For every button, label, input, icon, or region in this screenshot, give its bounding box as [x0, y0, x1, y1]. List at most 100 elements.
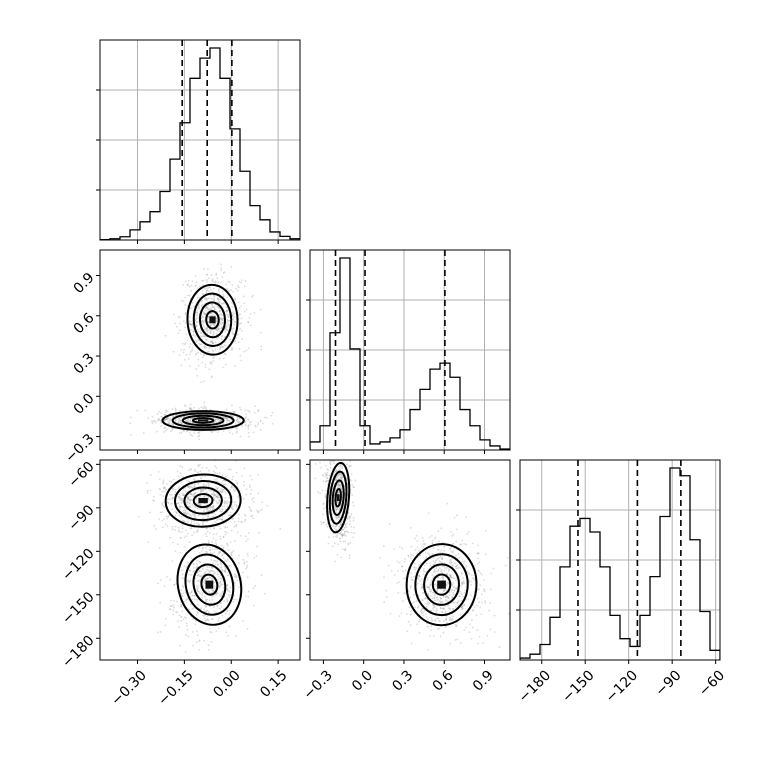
- sample-point: [452, 577, 455, 580]
- sample-point: [226, 598, 229, 600]
- sample-point: [448, 604, 450, 607]
- sample-point: [223, 570, 226, 573]
- sample-point: [341, 476, 344, 479]
- sample-point: [204, 598, 207, 601]
- sample-point: [324, 480, 327, 483]
- sample-point: [432, 609, 435, 611]
- sample-point: [193, 479, 196, 481]
- sample-point: [220, 566, 223, 568]
- sample-point: [352, 486, 355, 489]
- sample-point: [197, 435, 200, 438]
- sample-point: [186, 564, 188, 567]
- sample-point: [198, 570, 200, 573]
- sample-point: [419, 579, 422, 582]
- sample-point: [479, 584, 482, 587]
- sample-point: [184, 634, 187, 636]
- sample-point: [455, 565, 458, 568]
- sample-point: [179, 497, 181, 500]
- sample-point: [422, 573, 425, 576]
- sample-point: [463, 543, 466, 545]
- sample-point: [209, 507, 212, 510]
- sample-point: [221, 314, 224, 317]
- sample-point: [190, 527, 193, 529]
- sample-point: [201, 549, 203, 552]
- sample-point: [202, 488, 205, 490]
- sample-point: [458, 556, 461, 559]
- sample-point: [184, 343, 187, 346]
- sample-point: [422, 568, 425, 570]
- sample-point: [211, 340, 214, 343]
- sample-point: [171, 560, 174, 563]
- sample-point: [209, 516, 211, 519]
- sample-point: [207, 577, 209, 580]
- sample-point: [245, 566, 248, 568]
- sample-point: [214, 587, 216, 590]
- sample-point: [325, 477, 328, 480]
- sample-point: [223, 491, 226, 494]
- sample-point: [205, 327, 208, 330]
- sample-point: [441, 557, 444, 560]
- sample-point: [210, 559, 213, 561]
- sample-point: [465, 543, 468, 546]
- sample-point: [448, 607, 451, 610]
- sample-point: [218, 301, 221, 304]
- sample-point: [222, 430, 225, 433]
- sample-point: [326, 525, 329, 528]
- sample-point: [455, 601, 458, 604]
- sample-point: [200, 489, 202, 492]
- sample-point: [220, 327, 223, 330]
- sample-point: [184, 419, 187, 422]
- sample-point: [216, 578, 219, 581]
- sample-point: [341, 528, 344, 531]
- sample-point: [184, 322, 187, 324]
- sample-point: [197, 546, 200, 549]
- sample-point: [443, 561, 446, 564]
- sample-point: [159, 601, 162, 604]
- sample-point: [460, 606, 463, 609]
- sample-point: [212, 537, 215, 540]
- sample-point: [461, 560, 464, 563]
- sample-point: [170, 480, 173, 483]
- sample-point: [224, 327, 227, 330]
- sample-point: [257, 511, 260, 514]
- sample-point: [249, 474, 252, 477]
- sample-point: [216, 487, 219, 490]
- sample-point: [146, 482, 149, 484]
- sample-point: [182, 618, 185, 621]
- sample-point: [322, 474, 325, 477]
- sample-point: [338, 525, 341, 528]
- sample-point: [191, 280, 194, 282]
- sample-point: [195, 309, 198, 312]
- sample-point: [464, 560, 466, 563]
- sample-point: [249, 313, 252, 315]
- sample-point: [161, 490, 163, 493]
- sample-point: [163, 487, 165, 490]
- sample-point: [188, 502, 191, 505]
- sample-point: [206, 329, 209, 332]
- sample-point: [205, 619, 207, 622]
- sample-point: [212, 357, 214, 359]
- sample-point: [212, 533, 215, 536]
- sample-point: [212, 492, 215, 495]
- sample-point: [416, 552, 419, 555]
- sample-point: [191, 323, 194, 326]
- sample-point: [210, 288, 212, 291]
- sample-point: [233, 581, 236, 584]
- sample-point: [347, 516, 350, 518]
- sample-point: [207, 510, 210, 512]
- sample-point: [235, 427, 238, 430]
- sample-point: [445, 619, 447, 621]
- y-tick-label: 0.3: [71, 350, 98, 377]
- sample-point: [215, 495, 218, 498]
- sample-point: [226, 321, 228, 324]
- sample-point: [451, 596, 454, 599]
- sample-point: [182, 492, 184, 494]
- sample-point: [439, 601, 442, 604]
- sample-points: [137, 460, 282, 654]
- sample-point: [437, 598, 439, 601]
- sample-point: [174, 407, 177, 410]
- sample-point: [426, 618, 429, 621]
- sample-point: [199, 504, 202, 507]
- sample-point: [217, 328, 220, 331]
- sample-point: [205, 532, 207, 535]
